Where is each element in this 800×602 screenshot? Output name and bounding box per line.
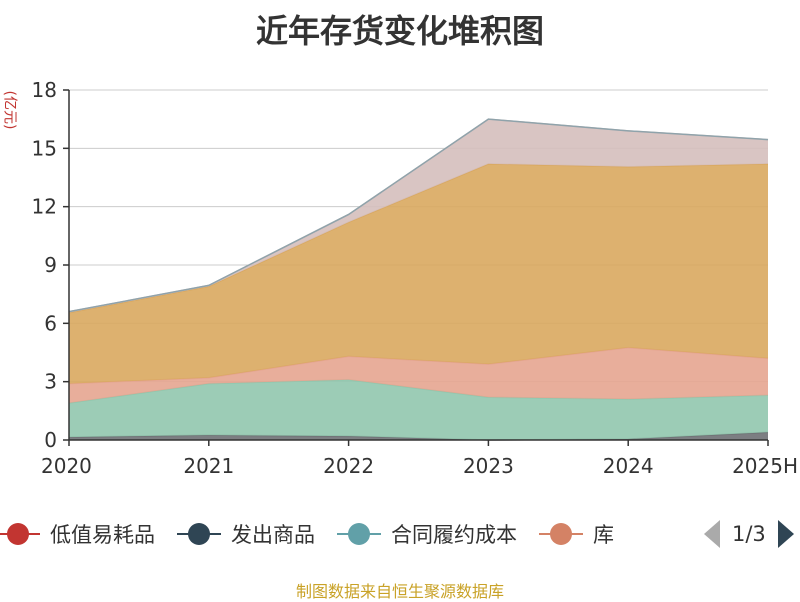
legend-item[interactable]: 低值易耗品 (0, 519, 155, 549)
prev-page-icon[interactable] (704, 520, 720, 548)
legend-item[interactable]: 发出商品 (177, 519, 315, 549)
legend-item[interactable]: 合同履约成本 (337, 519, 517, 549)
area-series (68, 118, 769, 441)
stacked-area-chart: 0 3 6 9 12 15 18 2020 2021 2022 2023 2024 2025H (32, 78, 798, 478)
x-tick-label: 2025H (732, 454, 798, 478)
x-tick-label: 2020 (41, 454, 92, 478)
legend-swatch-icon (177, 522, 221, 546)
axes (63, 89, 769, 446)
legend-label: 发出商品 (231, 523, 315, 547)
series-line-5 (68, 118, 769, 313)
y-tick-label: 3 (44, 370, 57, 394)
y-tick-label: 15 (32, 136, 57, 160)
legend-item[interactable]: 库 (539, 519, 614, 549)
area-series-4 (69, 119, 768, 313)
legend-label: 低值易耗品 (50, 523, 155, 547)
chart-title: 近年存货变化堆积图 (255, 12, 544, 50)
legend-label: 合同履约成本 (391, 523, 517, 547)
x-tick-label: 2022 (323, 454, 374, 478)
x-tick-label: 2024 (603, 454, 654, 478)
series-line-2 (68, 346, 769, 385)
x-tick-label: 2023 (463, 454, 514, 478)
area-series-2 (69, 347, 768, 404)
y-tick-label: 0 (44, 428, 57, 452)
data-source-note: 制图数据来自恒生聚源数据库 (295, 582, 504, 601)
legend-page-indicator: 1/3 (732, 522, 766, 546)
legend-label: 库 (593, 523, 614, 547)
tick-labels: 0 3 6 9 12 15 18 2020 2021 2022 2023 2024 2025H (32, 78, 798, 478)
legend-pager: 1/3 (702, 516, 800, 552)
legend: 低值易耗品 发出商品 合同履约成本 库 (0, 516, 800, 552)
y-tick-label: 6 (44, 311, 57, 335)
y-tick-label: 9 (44, 253, 57, 277)
x-tick-label: 2021 (183, 454, 234, 478)
next-page-icon[interactable] (777, 520, 794, 548)
area-series-3 (69, 163, 768, 384)
area-series-0 (69, 432, 768, 440)
legend-swatch-icon (337, 522, 381, 546)
area-series-1 (69, 379, 768, 440)
y-tick-label: 18 (32, 78, 57, 102)
y-tick-label: 12 (32, 195, 57, 219)
legend-swatch-icon (539, 522, 583, 546)
legend-swatch-icon (0, 522, 40, 546)
